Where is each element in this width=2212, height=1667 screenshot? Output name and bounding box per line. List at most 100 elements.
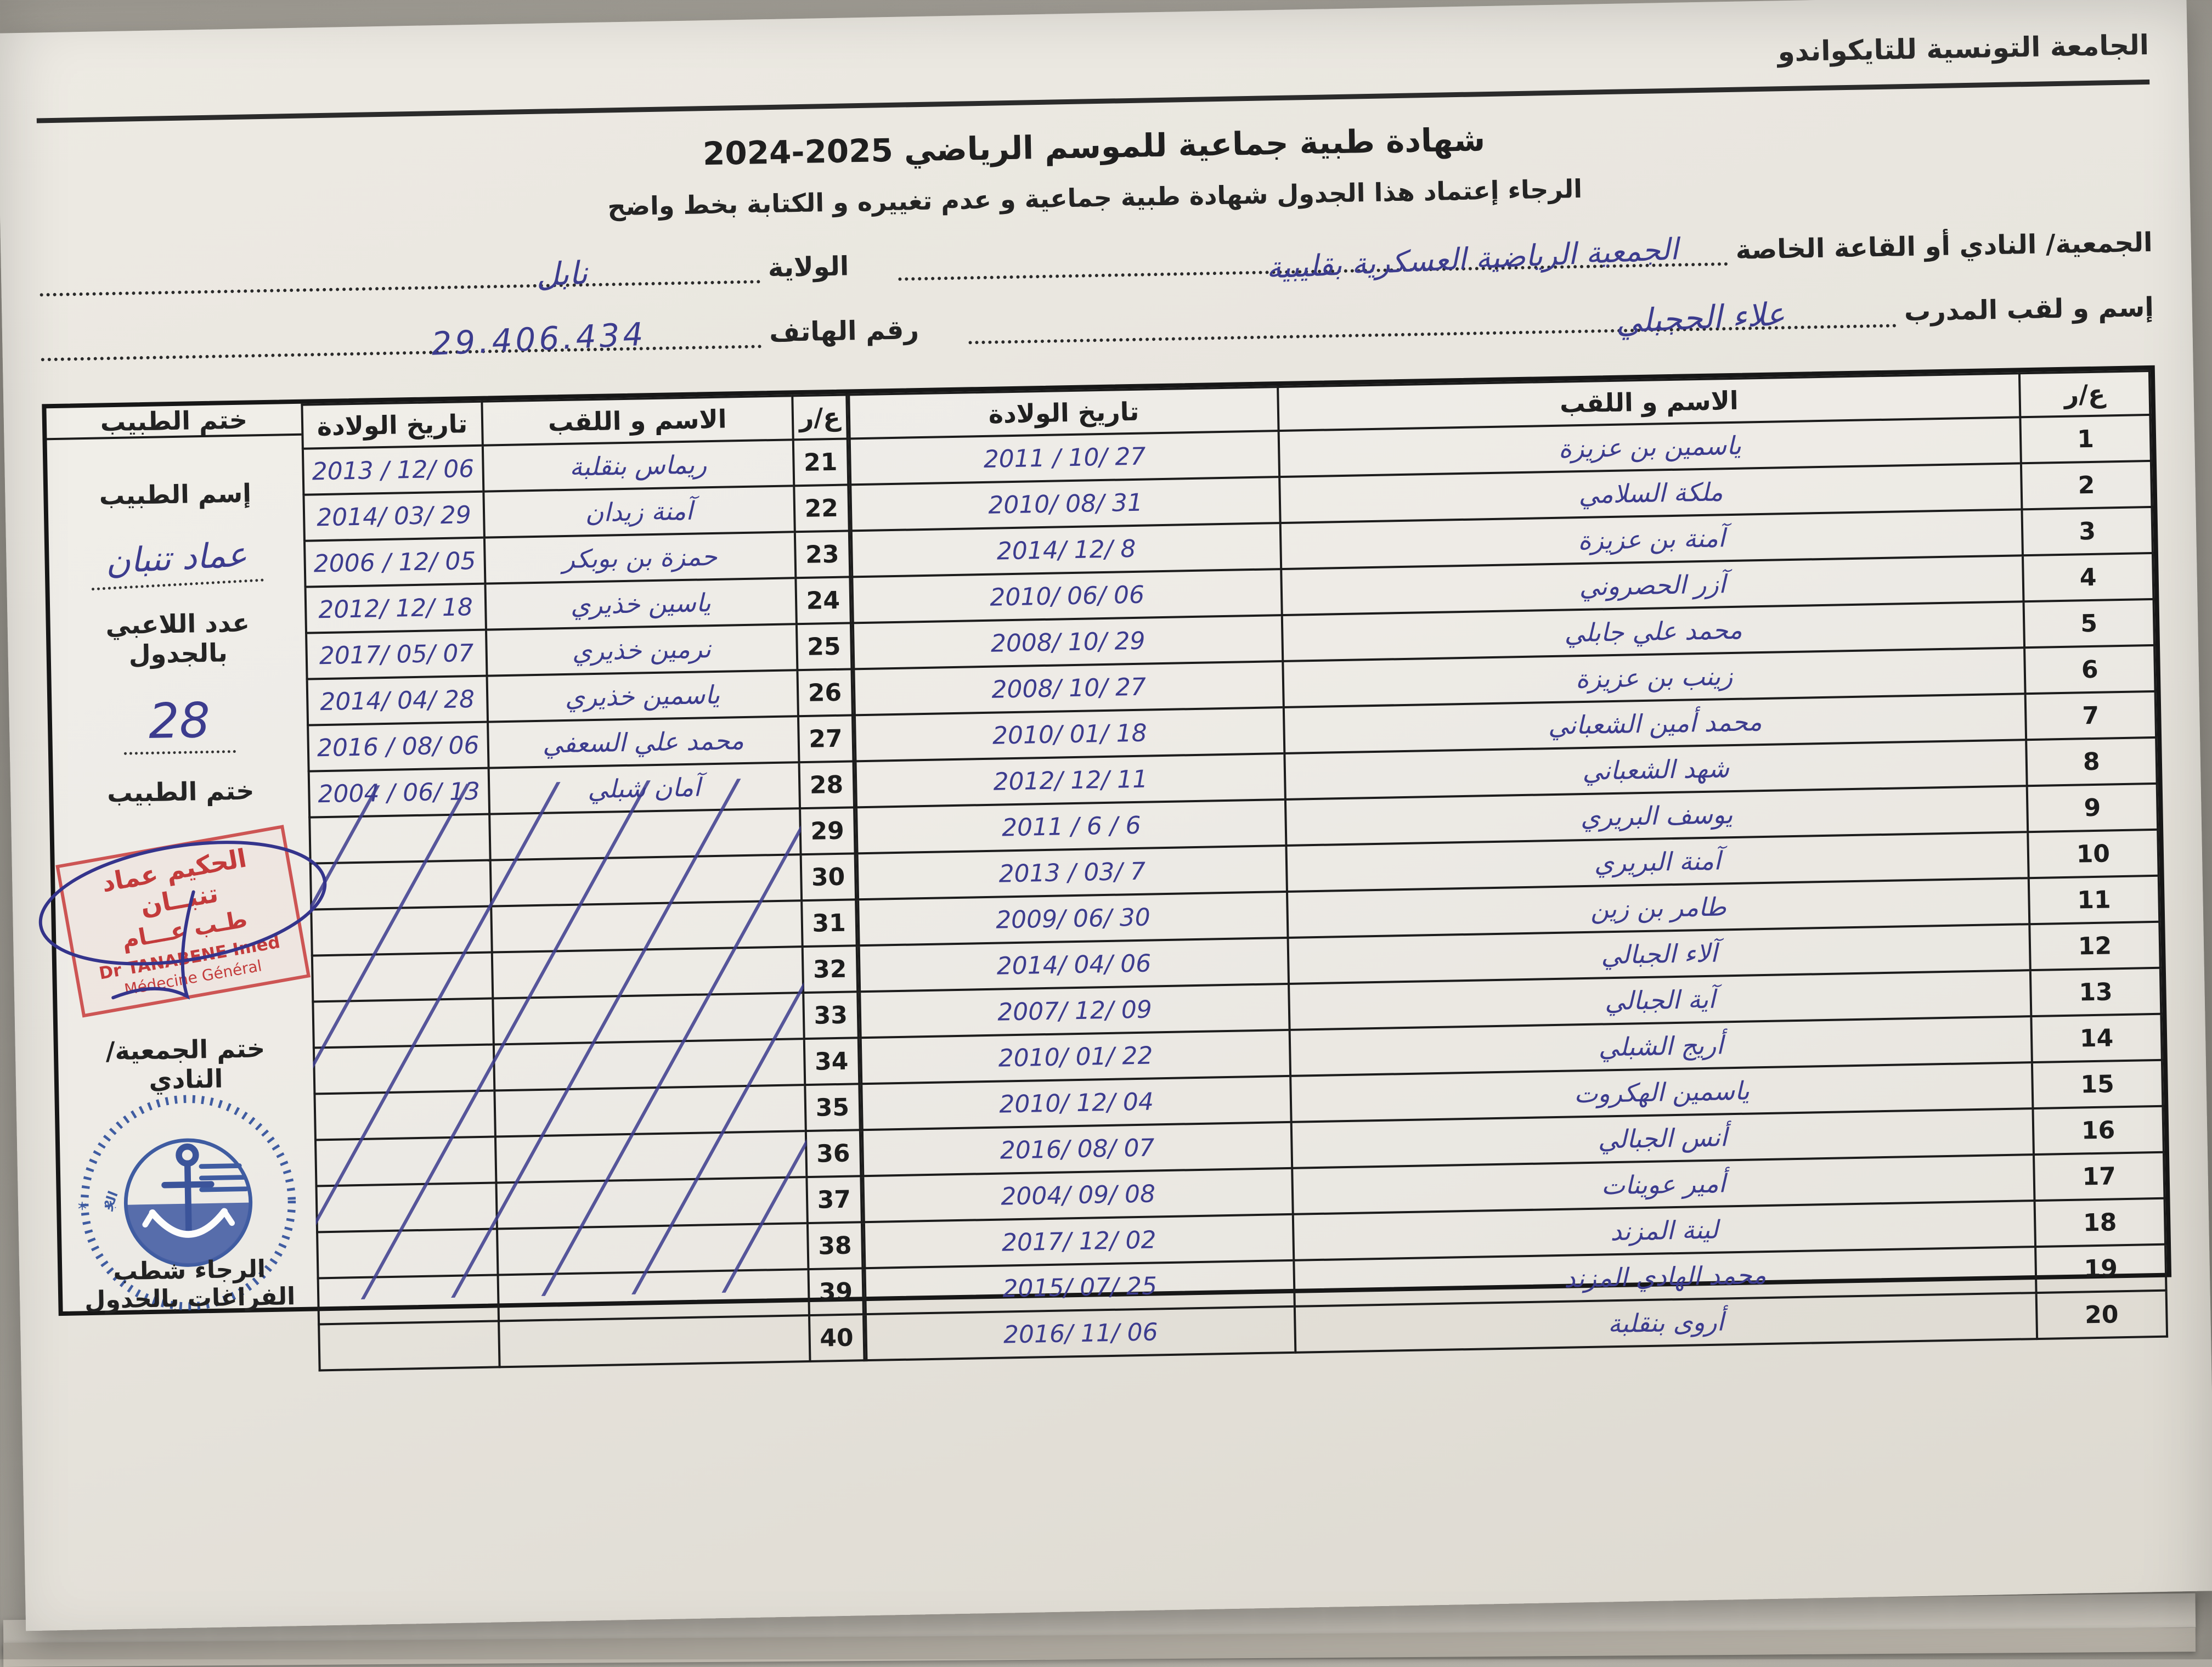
stamp-star-icon: * xyxy=(77,1198,87,1219)
doctor-name-label: إسم الطبيب xyxy=(99,478,252,511)
player-row: 40 xyxy=(319,1314,865,1371)
player-number: 15 xyxy=(2032,1060,2163,1109)
player-dob-handwritten: 2010/ 12/ 04 xyxy=(861,1075,1292,1130)
player-number: 40 xyxy=(809,1314,865,1362)
player-dob-handwritten: 2007/ 12/ 09 xyxy=(860,983,1290,1038)
player-number: 20 xyxy=(2036,1290,2168,1339)
doctor-name-handwritten: عماد تنبان xyxy=(89,533,264,591)
player-dob-handwritten: 2004/ 09/ 08 xyxy=(863,1168,1294,1223)
player-number: 23 xyxy=(794,531,850,578)
player-number: 1 xyxy=(2020,414,2151,464)
doctor-stamp-label: ختم الطبيب xyxy=(106,775,255,808)
strike-blanks-note: الرجاء شطب الفراغات بالجدول xyxy=(84,1255,296,1315)
player-number: 29 xyxy=(799,807,855,855)
club-dotted-line: الجمعية الرياضية العسكرية بقليبية xyxy=(898,232,1729,285)
player-name-handwritten xyxy=(494,1085,806,1137)
player-dob-handwritten: 2010/ 08/ 31 xyxy=(850,477,1281,531)
player-name-handwritten xyxy=(498,1315,810,1367)
players-table-rows-1-20: ع/ر الاسم و اللقب تاريخ الولادة 1 ياسمين… xyxy=(848,370,2168,1361)
player-number: 21 xyxy=(793,438,849,486)
player-number: 5 xyxy=(2023,599,2155,648)
player-number: 17 xyxy=(2033,1152,2165,1201)
player-dob-handwritten: 2006 / 12/ 05 xyxy=(304,537,486,587)
doctor-stamp-column-header: ختم الطبيب xyxy=(46,403,302,441)
medical-certificate-sheet: الجامعة التونسية للتايكواندو شهادة طبية … xyxy=(0,0,2212,1631)
player-number: 33 xyxy=(803,992,859,1039)
player-number: 36 xyxy=(805,1130,861,1178)
player-dob-handwritten: 2010/ 01/ 22 xyxy=(860,1029,1291,1084)
player-name-handwritten xyxy=(490,854,802,906)
player-dob-handwritten: 2013 / 03/ 7 xyxy=(857,845,1288,900)
coach-value-handwritten: علاء الحجبلي xyxy=(1615,295,1786,341)
player-name-handwritten: ياسمين خذيري xyxy=(487,670,798,722)
coach-field: إسم و لقب المدرب علاء الحجبلي xyxy=(968,292,2154,345)
player-dob-handwritten xyxy=(313,998,494,1048)
player-dob-handwritten: 2016/ 08/ 07 xyxy=(862,1122,1293,1176)
player-number: 19 xyxy=(2035,1244,2166,1293)
player-dob-handwritten: 2010/ 06/ 06 xyxy=(852,569,1283,623)
player-dob-handwritten: 2009/ 06/ 30 xyxy=(858,891,1288,946)
doctor-panel-body: إسم الطبيب عماد تنبان عدد اللاعبي بالجدو… xyxy=(38,436,327,1333)
player-dob-handwritten: 2012/ 12/ 11 xyxy=(855,753,1286,808)
player-number: 24 xyxy=(795,577,851,624)
club-label: الجمعية/ النادي أو القاعة الخاصة xyxy=(1735,227,2153,266)
player-dob-handwritten xyxy=(315,1136,496,1186)
player-name-handwritten: ياسين خذيري xyxy=(485,578,797,630)
player-number: 28 xyxy=(799,761,854,809)
player-number: 31 xyxy=(801,899,857,947)
club-field: الجمعية/ النادي أو القاعة الخاصة الجمعية… xyxy=(898,227,2153,285)
player-number: 6 xyxy=(2024,645,2155,694)
player-name-handwritten xyxy=(489,808,801,860)
signature-icon xyxy=(38,841,327,1000)
player-number: 32 xyxy=(802,945,858,993)
player-dob-handwritten: 2011 / 10/ 27 xyxy=(849,431,1280,485)
player-dob-handwritten xyxy=(310,860,491,910)
club-stamp-label: ختم الجمعية/ النادي xyxy=(105,1033,266,1095)
player-dob-handwritten: 2014/ 04/ 06 xyxy=(859,937,1289,992)
player-name-handwritten: آمان شبلي xyxy=(488,762,800,814)
svg-text:الجمعية الرياضية العسكرية بقلي: الجمعية الرياضية العسكرية بقليبية xyxy=(70,1084,121,1214)
anchor-icon xyxy=(142,1143,235,1238)
col-header-dob: تاريخ الولادة xyxy=(302,401,483,449)
player-name-handwritten xyxy=(496,1223,809,1275)
player-dob-handwritten: 2014/ 03/ 29 xyxy=(303,491,484,541)
player-dob-handwritten: 2008/ 10/ 29 xyxy=(853,615,1283,669)
players-count-label: عدد اللاعبي بالجدول xyxy=(105,607,250,669)
col-header-name: الاسم و اللقب xyxy=(482,396,793,446)
player-dob-handwritten: 2017/ 05/ 07 xyxy=(306,629,487,679)
col-header-number: ع/ر xyxy=(792,395,848,440)
player-name-handwritten xyxy=(492,993,804,1045)
club-stamp-seal: الجمعية الرياضية العسكرية بقليبية Associ… xyxy=(63,1075,296,1310)
player-dob-handwritten xyxy=(311,906,492,956)
player-name-handwritten: نرمين خذيري xyxy=(486,624,798,676)
state-field: الولاية نابل xyxy=(40,251,849,297)
player-name-handwritten xyxy=(495,1131,806,1183)
col-header-dob: تاريخ الولادة xyxy=(849,387,1279,439)
player-number: 14 xyxy=(2031,1013,2162,1063)
doctor-red-stamp: الحكيم عماد تنبــان طـب عـــام Dr TANABE… xyxy=(38,823,327,1032)
player-number: 18 xyxy=(2034,1198,2166,1247)
player-number: 37 xyxy=(806,1176,862,1224)
form-row-coach-phone: إسم و لقب المدرب علاء الحجبلي رقم الهاتف… xyxy=(41,292,2154,363)
form-row-club-state: الجمعية/ النادي أو القاعة الخاصة الجمعية… xyxy=(40,227,2153,297)
player-number: 4 xyxy=(2022,553,2154,602)
player-number: 12 xyxy=(2029,921,2160,971)
player-name-handwritten xyxy=(492,947,803,999)
player-number: 39 xyxy=(808,1268,864,1316)
player-number: 3 xyxy=(2022,506,2153,556)
player-dob-handwritten xyxy=(312,952,493,1002)
player-name-handwritten: حمزة بن بوبكر xyxy=(484,532,795,584)
phone-value-handwritten: 29.406.434 xyxy=(430,315,647,363)
player-name-handwritten: ريماس بنقلبة xyxy=(482,440,794,492)
player-number: 9 xyxy=(2027,783,2158,832)
player-dob-handwritten: 2012/ 12/ 18 xyxy=(305,583,486,633)
coach-dotted-line: علاء الحجبلي xyxy=(968,295,1897,345)
player-number: 34 xyxy=(804,1038,860,1085)
doctor-panel: ختم الطبيب إسم الطبيب عماد تنبان عدد الل… xyxy=(38,403,327,1314)
player-name-handwritten: محمد علي السعفي xyxy=(487,716,799,768)
player-name-handwritten: آمنة زيدان xyxy=(483,486,795,538)
player-number: 8 xyxy=(2026,737,2157,786)
player-name-handwritten xyxy=(498,1269,809,1321)
player-name-handwritten xyxy=(490,900,803,953)
player-dob-handwritten: 2016/ 11/ 06 xyxy=(865,1306,1296,1361)
